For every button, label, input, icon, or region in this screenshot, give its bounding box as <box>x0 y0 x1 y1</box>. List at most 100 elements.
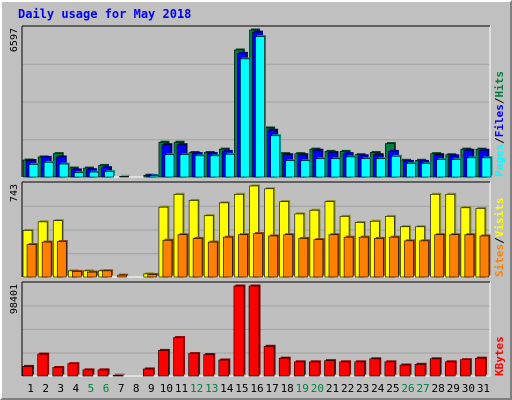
bar-kbytes-day-12 <box>188 353 199 377</box>
legend-item: Sites <box>493 244 506 277</box>
x-axis-day-label: 26 <box>401 382 414 395</box>
x-axis-day-label: 9 <box>148 382 155 395</box>
bar-pages-day-12 <box>194 155 205 178</box>
bar-sites-day-18 <box>283 234 293 278</box>
bar-sites-day-24 <box>373 238 384 278</box>
bar-pages-day-25 <box>391 155 401 178</box>
bar-sites-day-13 <box>207 241 218 278</box>
bar-pages-day-13 <box>209 155 220 178</box>
x-axis-day-label: 19 <box>296 382 309 395</box>
bar-kbytes-day-27 <box>414 363 426 377</box>
bar-sites-day-17 <box>268 235 278 278</box>
bar-pages-day-27 <box>421 163 431 178</box>
x-axis-day-label: 18 <box>281 382 294 395</box>
bar-sites-day-20 <box>313 239 324 278</box>
bar-shadow <box>121 174 131 176</box>
x-axis-day-label: 14 <box>220 382 234 395</box>
bar-sites-day-10 <box>162 239 173 278</box>
x-axis-day-label: 28 <box>432 382 445 395</box>
bar-pages-day-7 <box>119 176 129 178</box>
bar-kbytes-day-31 <box>475 357 486 377</box>
bar-pages-day-24 <box>375 158 386 178</box>
bar-pages-day-26 <box>406 163 416 178</box>
bar-sites-day-31 <box>479 235 490 278</box>
x-axis-day-label: 23 <box>356 382 369 395</box>
legend-top: Pages/Files/Hits <box>493 71 506 177</box>
bar-kbytes-day-24 <box>369 358 381 377</box>
bar-pages-day-9 <box>149 175 160 178</box>
legend-item: Visits <box>493 198 506 238</box>
bar-pages-day-23 <box>360 158 371 178</box>
legend-item: Hits <box>493 71 506 98</box>
x-axis-day-label: 8 <box>133 382 140 395</box>
x-axis-day-label: 15 <box>235 382 248 395</box>
bar-sites-day-5 <box>87 271 97 278</box>
bar-kbytes-day-29 <box>444 361 456 377</box>
x-axis-day-label: 24 <box>371 382 385 395</box>
bar-pages-day-19 <box>300 160 311 178</box>
bar-pages-day-5 <box>89 171 99 178</box>
bar-sites-day-15 <box>238 234 248 278</box>
bar-pages-day-30 <box>466 157 477 178</box>
x-axis-day-label: 13 <box>205 382 218 395</box>
legend-item: / <box>493 137 506 144</box>
bar-sites-day-14 <box>223 236 233 278</box>
x-axis-day-label: 25 <box>386 382 399 395</box>
bar-sites-day-22 <box>343 236 354 278</box>
bar-sites-day-23 <box>358 236 369 278</box>
bar-kbytes-day-9 <box>143 368 154 377</box>
x-axis-day-label: 5 <box>88 382 95 395</box>
bar-kbytes-day-22 <box>339 361 350 377</box>
bar-sites-day-12 <box>192 238 203 278</box>
bar-shadow <box>114 373 125 375</box>
bar-kbytes-day-2 <box>37 353 48 377</box>
bar-kbytes-day-18 <box>278 357 290 377</box>
bar-pages-day-11 <box>179 154 190 178</box>
x-axis-day-label: 1 <box>27 382 34 395</box>
x-axis-day-label: 7 <box>118 382 125 395</box>
x-axis-day-label: 11 <box>175 382 188 395</box>
x-axis-day-label: 4 <box>73 382 80 395</box>
bar-pages-day-28 <box>436 159 446 178</box>
bar-sites-day-25 <box>389 236 399 278</box>
bar-pages-day-31 <box>481 157 492 178</box>
bar-kbytes-day-1 <box>22 366 33 377</box>
bar-sites-day-26 <box>404 240 414 278</box>
bar-pages-day-3 <box>58 163 69 178</box>
bar-sites-day-6 <box>102 270 112 278</box>
bar-pages-day-29 <box>451 159 462 178</box>
bar-pages-day-4 <box>74 172 84 178</box>
bar-shadow <box>119 273 129 276</box>
x-axis-day-label: 30 <box>462 382 475 395</box>
legend-item: / <box>493 97 506 104</box>
bar-kbytes-day-6 <box>97 369 109 377</box>
legend-item: Pages <box>493 144 506 177</box>
x-axis-day-label: 31 <box>477 382 490 395</box>
bar-sites-day-16 <box>253 233 263 278</box>
x-axis-day-label: 22 <box>341 382 354 395</box>
x-axis-day-label: 17 <box>265 382 278 395</box>
bar-pages-day-6 <box>104 171 114 178</box>
bar-kbytes-day-20 <box>309 361 320 377</box>
bar-pages-day-14 <box>225 153 235 178</box>
bar-sites-day-19 <box>298 238 309 278</box>
x-axis-day-label: 29 <box>447 382 460 395</box>
bar-kbytes-day-16 <box>248 285 260 377</box>
bar-kbytes-day-10 <box>158 350 169 377</box>
bar-pages-day-21 <box>330 158 341 178</box>
bar-sites-day-28 <box>434 234 444 278</box>
bar-pages-day-1 <box>28 164 39 178</box>
bar-sites-day-11 <box>177 234 188 278</box>
bar-kbytes-day-26 <box>399 364 411 377</box>
bar-sites-day-29 <box>449 234 460 278</box>
bar-pages-day-22 <box>345 156 356 178</box>
bar-kbytes-day-11 <box>173 337 184 377</box>
y-axis-max-label-middle: 743 <box>9 184 20 202</box>
bar-pages-day-10 <box>164 154 175 178</box>
bar-pages-day-16 <box>255 36 265 178</box>
x-axis-day-label: 10 <box>160 382 173 395</box>
bar-pages-day-20 <box>315 158 326 178</box>
chart-title: Daily usage for May 2018 <box>18 7 192 21</box>
bar-kbytes-day-15 <box>233 285 245 377</box>
bar-sites-day-1 <box>26 244 37 278</box>
